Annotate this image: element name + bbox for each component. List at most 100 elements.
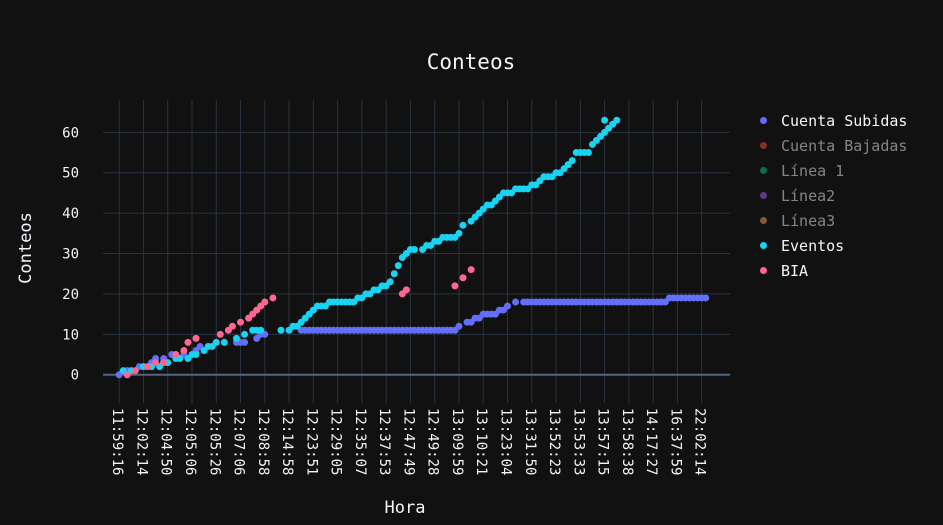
data-point	[241, 330, 249, 338]
x-tick-label: 13:23:04	[498, 408, 514, 475]
legend-label: Eventos	[781, 236, 845, 255]
data-point	[702, 294, 710, 302]
y-tick-label: 50	[62, 166, 79, 182]
y-tick-label: 0	[71, 368, 79, 384]
x-tick-label: 13:58:38	[619, 408, 635, 475]
legend-item-eventos[interactable]: Eventos	[752, 233, 907, 258]
data-point	[212, 338, 220, 346]
data-point	[216, 330, 224, 338]
x-tick-label: 12:29:05	[328, 408, 344, 475]
data-point	[180, 346, 188, 354]
x-tick-label: 12:14:58	[279, 408, 295, 475]
data-points	[115, 116, 710, 379]
data-point	[402, 286, 410, 294]
legend-label: Cuenta Bajadas	[781, 136, 908, 155]
data-point	[613, 116, 621, 124]
data-point	[152, 359, 160, 367]
data-point	[277, 326, 285, 334]
x-tick-labels: 11:59:16 12:02:14 12:04:50 12:05:06 12:05:26…	[109, 408, 708, 475]
data-point	[160, 359, 168, 367]
legend-item-cuenta-bajadas[interactable]: Cuenta Bajadas	[752, 133, 907, 158]
series-eventos	[119, 116, 621, 375]
legend-item-línea2[interactable]: Línea2	[752, 183, 907, 208]
data-point	[261, 298, 269, 306]
data-point	[451, 282, 459, 290]
x-tick-label: 12:02:14	[133, 408, 149, 475]
x-tick-label: 13:53:33	[570, 408, 586, 475]
data-point	[220, 338, 228, 346]
x-tick-label: 12:37:53	[376, 408, 392, 475]
x-tick-label: 13:09:59	[449, 408, 465, 475]
legend: Cuenta Subidas Cuenta Bajadas Línea 1 Línea…	[752, 108, 907, 283]
x-tick-label: 13:31:50	[522, 408, 538, 475]
data-point	[123, 371, 131, 379]
x-tick-label: 12:08:58	[255, 408, 271, 475]
data-point	[504, 302, 512, 310]
data-point	[467, 266, 475, 274]
data-point	[455, 229, 463, 237]
y-tick-label: 10	[62, 327, 79, 343]
legend-label: BIA	[781, 261, 809, 280]
y-tick-label: 40	[62, 206, 79, 222]
legend-swatch	[760, 217, 767, 224]
x-tick-label: 12:35:07	[352, 408, 368, 475]
legend-item-línea3[interactable]: Línea3	[752, 208, 907, 233]
data-point	[143, 363, 151, 371]
y-tick-label: 60	[62, 125, 79, 141]
data-point	[172, 351, 180, 359]
data-point	[386, 278, 394, 286]
legend-label: Línea 1	[781, 161, 845, 180]
data-point	[459, 274, 467, 282]
x-tick-label: 13:10:21	[473, 408, 489, 475]
x-tick-label: 12:04:50	[158, 408, 174, 475]
x-tick-label: 16:37:59	[667, 408, 683, 475]
legend-item-línea-1[interactable]: Línea 1	[752, 158, 907, 183]
y-tick-label: 20	[62, 287, 79, 303]
legend-item-cuenta-subidas[interactable]: Cuenta Subidas	[752, 108, 907, 133]
data-point	[512, 298, 520, 306]
data-point	[241, 338, 249, 346]
legend-label: Línea3	[781, 211, 836, 230]
data-point	[269, 294, 277, 302]
x-tick-label: 12:05:26	[206, 408, 222, 475]
data-point	[184, 338, 192, 346]
data-point	[192, 334, 200, 342]
x-axis-label: Hora	[385, 498, 426, 518]
data-point	[390, 270, 398, 278]
x-tick-label: 12:07:06	[231, 408, 247, 475]
x-tick-label: 12:49:28	[425, 408, 441, 475]
x-tick-label: 11:59:16	[109, 408, 125, 475]
grid	[103, 100, 730, 403]
data-point	[394, 262, 402, 270]
data-point	[410, 245, 418, 253]
data-point	[131, 367, 139, 375]
data-point	[228, 322, 236, 330]
legend-label: Cuenta Subidas	[781, 111, 908, 130]
series-bia	[123, 266, 475, 379]
legend-item-bia[interactable]: BIA	[752, 258, 907, 283]
x-tick-label: 12:47:49	[400, 408, 416, 475]
data-point	[459, 221, 467, 229]
chart-title: Conteos	[427, 50, 516, 74]
data-point	[568, 157, 576, 165]
data-point	[232, 334, 240, 342]
data-point	[192, 351, 200, 359]
data-point	[237, 318, 245, 326]
data-point	[584, 149, 592, 157]
y-tick-labels: 0 10 20 30 40 50 60	[62, 125, 79, 383]
legend-swatch	[760, 192, 767, 199]
x-tick-label: 12:05:06	[182, 408, 198, 475]
x-tick-label: 13:57:15	[595, 408, 611, 475]
legend-swatch	[760, 167, 767, 174]
x-tick-label: 22:02:14	[692, 408, 708, 475]
legend-swatch	[760, 267, 767, 274]
legend-swatch	[760, 142, 767, 149]
data-point	[455, 322, 463, 330]
legend-label: Línea2	[781, 186, 836, 205]
y-tick-label: 30	[62, 247, 79, 263]
x-tick-label: 13:52:23	[546, 408, 562, 475]
legend-swatch	[760, 117, 767, 124]
x-tick-label: 14:17:27	[643, 408, 659, 475]
